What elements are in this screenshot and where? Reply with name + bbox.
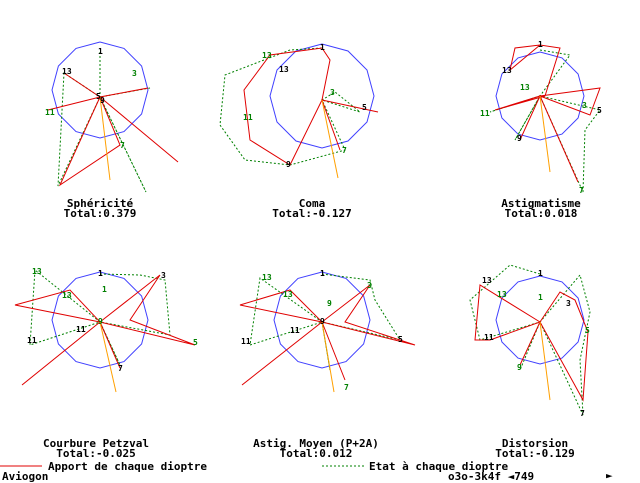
dioptre-marker-sphericite-4: 9 (100, 96, 105, 105)
panel-title-sphericite: Sphéricité (66, 197, 134, 210)
panel-title-distorsion: Distorsion (501, 437, 569, 450)
total-vector-sphericite (99, 96, 111, 181)
dioptre-marker-coma-6: 13 (279, 65, 289, 74)
app-name: Aviogon (2, 470, 49, 483)
reference-circle-courbure (51, 271, 149, 369)
total-vector-astig-moyen (321, 321, 335, 393)
dioptre-marker-coma-1: 3 (330, 88, 335, 97)
dioptre-marker-courbure-7: 13 (62, 291, 72, 300)
dioptre-marker-coma-3: 7 (342, 146, 347, 155)
panel-total-astig-moyen: Total:0.012 (279, 447, 353, 460)
dioptre-marker-sphericite-5: 11 (45, 108, 55, 117)
dioptre-marker-courbure-1: 1 (102, 285, 107, 294)
panel-total-courbure: Total:-0.025 (56, 447, 136, 460)
contribution-path-coma (243, 47, 379, 166)
dioptre-marker-sphericite-6: 13 (62, 67, 72, 76)
dioptre-marker-courbure-4: 7 (118, 364, 123, 373)
panel-total-sphericite: Total:0.379 (63, 207, 137, 220)
dioptre-marker-courbure-8: 11 (27, 336, 37, 345)
dioptre-marker-sphericite-1: 3 (132, 69, 137, 78)
dioptre-marker-astigmatisme-0: 1 (538, 40, 543, 49)
dioptre-marker-distorsion-6: 11 (484, 333, 494, 342)
dioptre-marker-astigmatisme-1: 3 (582, 101, 587, 110)
dioptre-marker-astig-moyen-6: 11 (290, 326, 300, 335)
legend-contribution-label: Apport de chaque dioptre (48, 460, 207, 473)
dioptre-marker-coma-5: 11 (243, 113, 253, 122)
dioptre-marker-coma-7: 13 (262, 51, 272, 60)
legend-lines (0, 465, 364, 467)
dioptre-marker-courbure-0: 1 (98, 269, 103, 278)
dioptre-marker-courbure-5: 9 (98, 317, 103, 326)
total-vector-astigmatisme (539, 95, 551, 173)
reference-circle-coma (269, 43, 375, 149)
dioptre-marker-coma-0: 1 (320, 43, 325, 52)
dioptre-marker-astig-moyen-1: 3 (367, 281, 372, 290)
dioptre-marker-courbure-2: 3 (161, 271, 166, 280)
dioptre-marker-distorsion-0: 1 (538, 269, 543, 278)
dioptre-marker-coma-4: 9 (286, 160, 291, 169)
dioptre-marker-distorsion-5: 9 (517, 363, 522, 372)
reference-circle-astig-moyen (273, 271, 371, 369)
dioptre-marker-astig-moyen-8: 11 (241, 337, 251, 346)
dioptre-marker-astig-moyen-7: 13 (283, 290, 293, 299)
dioptre-marker-astigmatisme-2: 5 (597, 106, 602, 115)
dioptre-marker-astig-moyen-4: 9 (320, 317, 325, 326)
dioptre-marker-astigmatisme-6: 13 (502, 66, 512, 75)
dioptre-marker-astigmatisme-5: 11 (480, 109, 490, 118)
dioptre-marker-sphericite-0: 1 (98, 47, 103, 56)
dioptre-marker-coma-2: 5 (362, 103, 367, 112)
panel-total-coma: Total:-0.127 (272, 207, 352, 220)
dioptre-marker-distorsion-7: 13 (497, 290, 507, 299)
reference-circle-astigmatisme (495, 51, 585, 141)
state-path-courbure (29, 269, 171, 366)
total-vector-coma (321, 99, 339, 179)
dioptre-marker-astig-moyen-3: 7 (344, 383, 349, 392)
contribution-path-astig-moyen (239, 284, 416, 386)
dioptre-marker-astig-moyen-0: 1 (320, 269, 325, 278)
state-path-astig-moyen (249, 273, 402, 371)
dioptre-marker-distorsion-2: 3 (566, 299, 571, 308)
dioptre-marker-astig-moyen-9: 13 (262, 273, 272, 282)
panel-title-astigmatisme: Astigmatisme (501, 197, 581, 210)
dioptre-marker-astigmatisme-4: 9 (517, 134, 522, 143)
dioptre-marker-distorsion-1: 1 (538, 293, 543, 302)
panel-title-courbure: Courbure Petzval (43, 437, 149, 450)
contribution-path-distorsion (474, 284, 589, 402)
status-code: o3o-3k4f ◄749 (448, 470, 535, 483)
panel-title-coma: Coma (298, 197, 326, 210)
dioptre-marker-courbure-6: 11 (76, 325, 86, 334)
reference-circle-distorsion (495, 275, 585, 365)
state-path-distorsion (469, 264, 591, 416)
dioptre-marker-distorsion-4: 7 (580, 409, 585, 418)
dioptre-marker-astig-moyen-5: 9 (327, 299, 332, 308)
total-vector-distorsion (539, 321, 551, 401)
contribution-path-sphericite (47, 72, 179, 187)
dioptre-marker-courbure-9: 13 (32, 267, 42, 276)
dioptre-marker-astigmatisme-7: 13 (520, 83, 530, 92)
panel-total-astigmatisme: Total:0.018 (504, 207, 578, 220)
contribution-path-courbure (14, 274, 196, 386)
dioptre-marker-astigmatisme-3: 7 (579, 186, 584, 195)
total-vector-courbure (99, 321, 117, 393)
dioptre-marker-distorsion-8: 13 (482, 276, 492, 285)
dioptre-marker-astig-moyen-2: 5 (398, 335, 403, 344)
panel-total-distorsion: Total:-0.129 (495, 447, 575, 460)
dioptre-marker-sphericite-3: 7 (120, 141, 125, 150)
next-arrow-icon[interactable]: ► (606, 469, 613, 482)
dioptre-marker-sphericite-2: 5 (96, 92, 101, 101)
dioptre-marker-courbure-3: 5 (193, 338, 198, 347)
reference-circle-sphericite (51, 41, 149, 139)
panel-title-astig-moyen: Astig. Moyen (P+2A) (253, 437, 379, 450)
dioptre-marker-distorsion-3: 5 (585, 326, 590, 335)
legend-state-label: Etat à chaque dioptre (369, 460, 509, 473)
